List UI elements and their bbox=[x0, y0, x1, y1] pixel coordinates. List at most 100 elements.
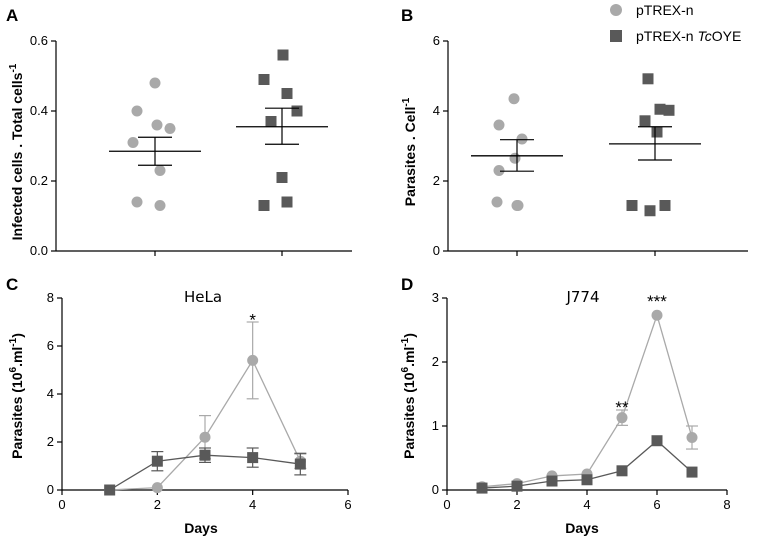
panel-d-point bbox=[581, 474, 593, 486]
panel-a-point bbox=[258, 200, 270, 211]
legend-label-ptrex: pTREX-n bbox=[636, 2, 694, 18]
panel-c-point bbox=[294, 458, 306, 470]
panel-d-xtick-label: 0 bbox=[443, 497, 450, 512]
panel-d-point bbox=[686, 466, 698, 478]
panel-a-point bbox=[277, 49, 289, 61]
panel-a-ytick-label: 0.6 bbox=[30, 33, 48, 48]
panel-a-point bbox=[154, 200, 166, 211]
panel-c-ytick-label: 6 bbox=[47, 338, 54, 353]
panel-d-ylabel: Parasites (106.ml-1) bbox=[400, 333, 417, 459]
panel-a-point bbox=[151, 119, 163, 131]
panel-c-xtick-label: 4 bbox=[249, 497, 256, 512]
panel-letter-c: C bbox=[6, 275, 18, 294]
panel-c-ytick-label: 2 bbox=[47, 434, 54, 449]
panel-c-ylabel: Parasites (106.ml-1) bbox=[8, 333, 25, 459]
legend-marker-square bbox=[610, 30, 622, 42]
panel-c-point bbox=[247, 354, 259, 366]
panel-c-ytick-label: 8 bbox=[47, 290, 54, 305]
panel-c-point bbox=[199, 449, 211, 461]
panel-c-xtick-label: 2 bbox=[154, 497, 161, 512]
panel-d-point bbox=[616, 465, 628, 477]
panel-d-xtick-label: 4 bbox=[583, 497, 590, 512]
panel-c-ytick-label: 0 bbox=[47, 482, 54, 497]
legend-marker-circle bbox=[610, 4, 622, 16]
panel-b-ytick-label: 4 bbox=[433, 103, 440, 118]
panel-a-point bbox=[258, 74, 270, 85]
panel-d-point bbox=[651, 309, 663, 321]
panel-a-ytick-label: 0.2 bbox=[30, 173, 48, 188]
panel-b-point bbox=[509, 152, 521, 164]
panel-d-title: J774 bbox=[565, 288, 599, 306]
panel-c-xtick-label: 6 bbox=[344, 497, 351, 512]
panel-d-point bbox=[476, 482, 488, 494]
panel-b-point bbox=[626, 200, 638, 211]
panel-b-point bbox=[493, 119, 505, 131]
panel-d-xtick-label: 8 bbox=[723, 497, 730, 512]
panel-d-xtick-label: 6 bbox=[653, 497, 660, 512]
panel-a-ylabel: Infected cells . Total cells-1 bbox=[8, 63, 25, 240]
panel-d-point bbox=[616, 412, 628, 424]
panel-c-xtick-label: 0 bbox=[58, 497, 65, 512]
panel-b-ytick-label: 0 bbox=[433, 243, 440, 258]
panel-a-point bbox=[265, 116, 277, 127]
panel-d-significance-label: *** bbox=[647, 292, 667, 311]
panel-c-point bbox=[247, 452, 259, 464]
panel-c-significance-label: * bbox=[249, 311, 256, 330]
panel-a-ytick-label: 0.0 bbox=[30, 243, 48, 258]
legend-label-pre: pTREX-n bbox=[636, 28, 697, 44]
panel-c-point bbox=[151, 455, 163, 467]
panel-a-point bbox=[281, 88, 293, 99]
panel-c-xlabel: Days bbox=[184, 520, 218, 536]
panel-b-ylabel: Parasites . Cell-1 bbox=[401, 97, 418, 206]
panel-b-point bbox=[642, 73, 654, 85]
panel-c-point bbox=[151, 482, 163, 494]
panel-d-ytick-label: 1 bbox=[432, 418, 439, 433]
panel-letter-a: A bbox=[6, 6, 18, 25]
panel-b-point bbox=[659, 200, 671, 211]
panel-d-point bbox=[651, 435, 663, 447]
panel-b-point bbox=[516, 133, 528, 145]
panel-a-point bbox=[281, 196, 293, 208]
panel-b-point bbox=[639, 115, 651, 127]
panel-a-point bbox=[131, 196, 143, 208]
panel-c-ytick-label: 4 bbox=[47, 386, 54, 401]
panel-b-ytick-label: 2 bbox=[433, 173, 440, 188]
panel-a-point bbox=[131, 105, 143, 117]
panel-d-point bbox=[546, 475, 558, 487]
panel-a-ytick-label: 0.4 bbox=[30, 103, 48, 118]
panel-b-point bbox=[512, 200, 524, 211]
panel-b-point bbox=[663, 104, 675, 116]
panel-d-series-line bbox=[481, 313, 693, 488]
panel-c-title: HeLa bbox=[184, 288, 222, 306]
panel-d-ytick-label: 3 bbox=[432, 290, 439, 305]
legend-label-ptrex-tcoye: pTREX-n TcOYE bbox=[636, 28, 741, 44]
panel-b-ytick-label: 6 bbox=[433, 33, 440, 48]
panel-b-point bbox=[508, 93, 520, 105]
panel-d-point bbox=[511, 480, 523, 492]
panel-d-ytick-label: 0 bbox=[432, 482, 439, 497]
panel-a-point bbox=[154, 165, 166, 176]
panel-a-point bbox=[149, 77, 161, 89]
panel-d-point bbox=[686, 432, 698, 444]
panel-letter-b: B bbox=[401, 6, 413, 25]
legend-label-italic: Tc bbox=[697, 28, 711, 44]
panel-a-point bbox=[291, 105, 303, 117]
legend: pTREX-n pTREX-n TcOYE bbox=[610, 2, 741, 44]
panel-b-point bbox=[493, 165, 505, 176]
panel-d-xlabel: Days bbox=[565, 520, 599, 536]
panel-a-point bbox=[164, 123, 176, 134]
panel-letter-d: D bbox=[401, 275, 413, 294]
panel-a-point bbox=[127, 137, 139, 148]
panel-b-point bbox=[651, 126, 663, 138]
panel-d-xtick-label: 2 bbox=[513, 497, 520, 512]
panel-d-significance-label: ** bbox=[615, 398, 629, 417]
panel-a-point bbox=[276, 172, 288, 183]
panel-c-point bbox=[199, 431, 211, 443]
legend-label-post: OYE bbox=[712, 28, 742, 44]
panel-c-point bbox=[104, 484, 116, 496]
panel-d-ytick-label: 2 bbox=[432, 354, 439, 369]
panel-b-point bbox=[644, 205, 656, 217]
panel-b-point bbox=[491, 196, 503, 208]
